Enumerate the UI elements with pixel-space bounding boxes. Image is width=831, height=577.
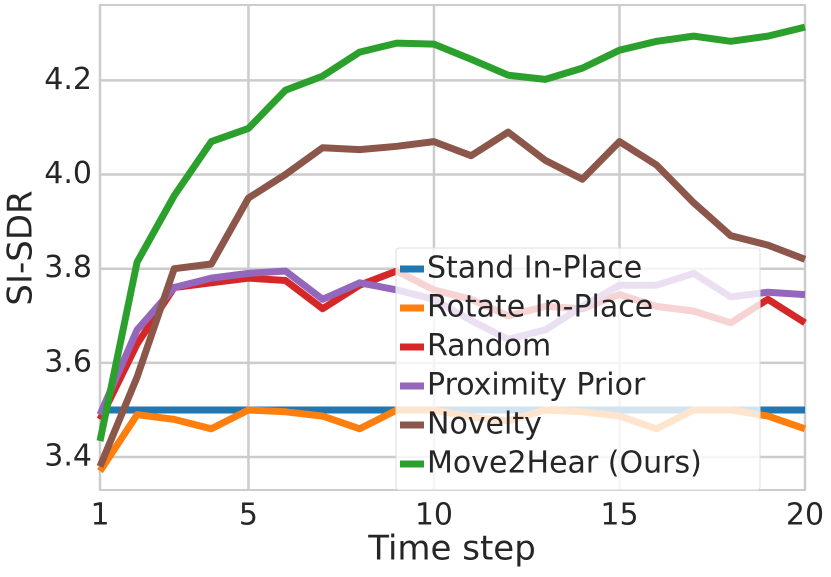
y-tick-label: 3.8 [44,250,92,285]
x-axis-label: Time step [367,529,536,569]
x-tick-label: 10 [415,498,453,533]
legend-label: Rotate In-Place [427,290,653,325]
series-line [96,128,807,468]
legend-label: Proximity Prior [427,368,646,403]
legend-label: Novelty [427,407,542,442]
y-tick-label: 4.2 [44,62,92,97]
y-tick-label: 3.6 [44,344,92,379]
x-tick-label: 20 [786,498,824,533]
y-axis-label: SI-SDR [1,190,41,305]
legend: Stand In-Place Rotate In-Place Random Proxi… [395,247,761,491]
series-line [96,23,806,442]
y-tick-label: 3.4 [44,439,92,474]
legend-label: Random [427,329,551,364]
x-tick-label: 5 [239,498,258,533]
x-tick-label: 1 [90,498,109,533]
legend-label: Move2Hear (Ours) [427,446,702,481]
legend-box [395,247,761,491]
x-tick-label: 15 [600,498,638,533]
y-tick-label: 4.0 [44,156,92,191]
legend-label: Stand In-Place [427,251,642,286]
